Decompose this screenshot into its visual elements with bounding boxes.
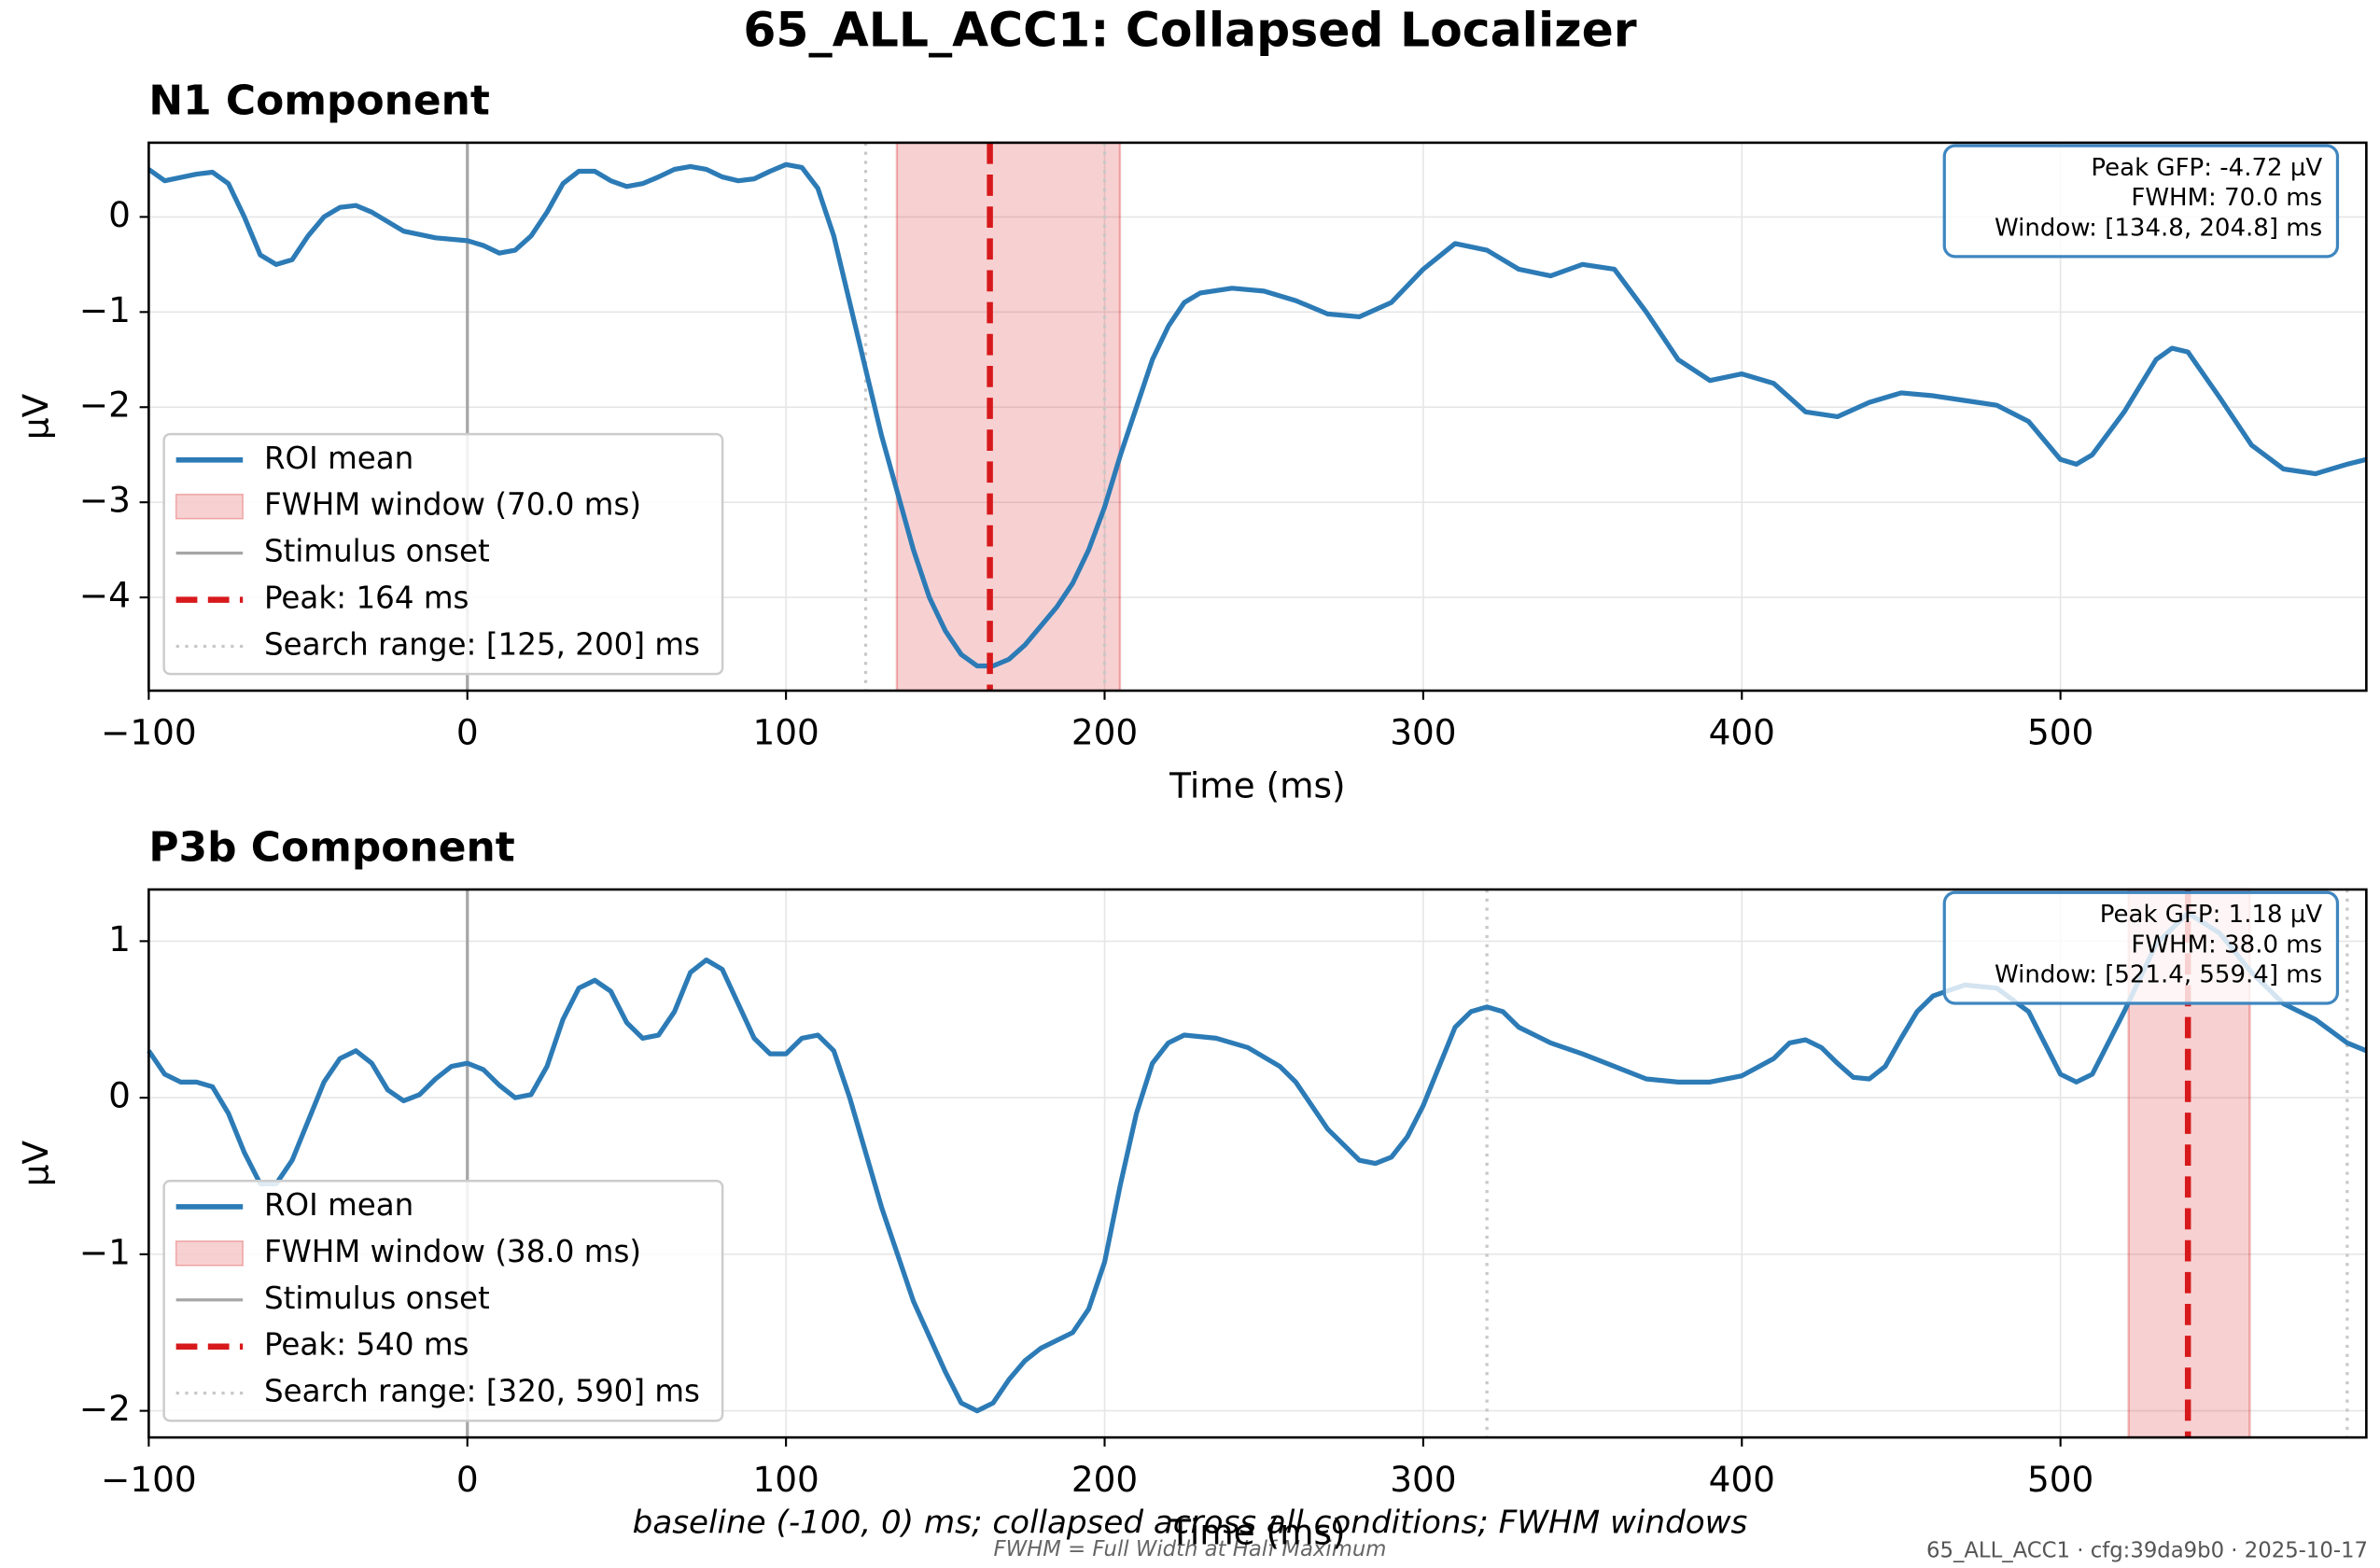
legend-swatch <box>175 1240 245 1267</box>
y-tick-label: −2 <box>79 1388 131 1429</box>
figure-title: 65_ALL_ACC1: Collapsed Localizer <box>743 2 1636 57</box>
info-box-frame <box>1942 890 2340 1005</box>
x-tick-label: 400 <box>1709 1459 1775 1500</box>
y-tick-label: −1 <box>79 289 131 330</box>
y-tick-label: −3 <box>79 480 131 521</box>
x-tick-label: 100 <box>752 712 819 753</box>
y-tick-label: 1 <box>108 918 131 959</box>
y-axis-label: µV <box>15 393 56 440</box>
legend-label: Search range: [320, 590] ms <box>264 1374 700 1409</box>
legend-label: Search range: [125, 200] ms <box>264 626 700 662</box>
info-line: FWHM: 38.0 ms <box>2131 931 2322 959</box>
x-tick-label: 300 <box>1390 1459 1456 1500</box>
y-tick-label: 0 <box>108 194 131 235</box>
legend-label: FWHM window (70.0 ms) <box>264 487 641 523</box>
y-tick-label: 0 <box>108 1075 131 1116</box>
panel-title: N1 Component <box>148 77 489 125</box>
x-tick-label: −100 <box>101 1459 197 1500</box>
data-line <box>147 161 2367 669</box>
x-tick-label: 300 <box>1390 712 1456 753</box>
legend: ROI mean FWHM window (70.0 ms) Stimulus on… <box>162 432 724 676</box>
legend-label: Peak: 540 ms <box>264 1327 469 1363</box>
y-tick-label: −1 <box>79 1231 131 1272</box>
legend-label: FWHM window (38.0 ms) <box>264 1234 641 1269</box>
x-tick-label: 500 <box>2027 712 2093 753</box>
x-tick-label: 500 <box>2027 1459 2093 1500</box>
data-line <box>147 910 2368 1414</box>
legend: ROI mean FWHM window (38.0 ms) Stimulus on… <box>162 1180 724 1422</box>
x-tick-label: 200 <box>1071 712 1138 753</box>
info-line: FWHM: 70.0 ms <box>2131 184 2322 212</box>
legend-label: ROI mean <box>264 1187 413 1223</box>
info-line: Window: [521.4, 559.4] ms <box>1995 961 2322 989</box>
y-tick-label: −4 <box>79 575 131 616</box>
x-tick-label: 0 <box>456 712 479 753</box>
info-line: Peak GFP: 1.18 µV <box>2100 901 2323 929</box>
legend-box <box>162 1180 724 1422</box>
info-line: Peak GFP: -4.72 µV <box>2091 154 2322 182</box>
y-axis-label: µV <box>15 1140 56 1186</box>
legend-label: Stimulus onset <box>264 1281 490 1316</box>
note: FWHM = Full Width at Half Maximum <box>994 1537 1387 1561</box>
legend-label: ROI mean <box>264 441 413 476</box>
legend-label: Stimulus onset <box>264 534 490 569</box>
stamp: 65_ALL_ACC1 · cfg:39da9b0 · 2025-10-17 <box>1926 1539 2368 1563</box>
caption: baseline (-100, 0) ms; collapsed across … <box>633 1504 1748 1541</box>
x-tick-label: −100 <box>101 712 197 753</box>
panel-title: P3b Component <box>148 824 514 872</box>
x-tick-label: 100 <box>752 1459 819 1500</box>
x-tick-label: 200 <box>1071 1459 1138 1500</box>
x-axis-label: Time (ms) <box>1169 1512 1345 1553</box>
info-line: Window: [134.8, 204.8] ms <box>1995 214 2322 242</box>
legend-label: Peak: 164 ms <box>264 581 469 616</box>
info-box-frame <box>1942 144 2340 259</box>
plot-frame <box>147 141 2368 693</box>
x-tick-label: 0 <box>456 1459 479 1500</box>
x-axis-label: Time (ms) <box>1169 765 1345 806</box>
legend-box <box>162 432 724 676</box>
fwhm-window <box>895 141 1122 693</box>
legend-swatch <box>175 493 245 520</box>
x-tick-label: 400 <box>1709 712 1775 753</box>
y-tick-label: −2 <box>79 385 131 426</box>
plot-frame <box>147 888 2368 1439</box>
